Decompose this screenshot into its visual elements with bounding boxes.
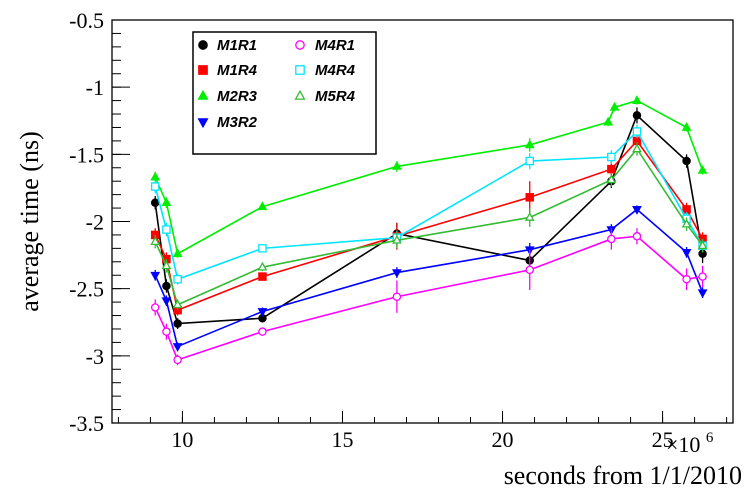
- data-point: [163, 328, 170, 335]
- data-point: [174, 356, 181, 363]
- data-point: [633, 233, 640, 240]
- x-axis-multiplier-exponent: 6: [706, 430, 714, 446]
- data-point: [608, 166, 615, 173]
- data-point: [199, 41, 207, 49]
- data-point: [163, 199, 171, 206]
- data-point: [152, 199, 159, 206]
- legend: M1R1 M1R4 M2R3 M3R2 M4R1 M4R4 M5R4: [193, 32, 376, 154]
- data-point: [296, 41, 304, 49]
- data-point: [174, 276, 181, 283]
- data-point: [608, 153, 615, 160]
- data-point: [296, 66, 304, 74]
- data-point: [526, 157, 533, 164]
- data-point: [163, 226, 170, 233]
- legend-label: M5R4: [315, 88, 356, 105]
- data-point: [604, 118, 612, 125]
- y-tick-label: -0.5: [69, 8, 104, 33]
- data-point: [633, 112, 640, 119]
- y-tick-label: -1.5: [69, 142, 104, 167]
- data-point: [526, 194, 533, 201]
- legend-label: M2R3: [217, 88, 258, 105]
- data-point: [199, 66, 207, 74]
- data-point: [152, 304, 159, 311]
- data-point: [633, 128, 640, 135]
- data-point: [152, 183, 159, 190]
- data-point: [633, 96, 641, 103]
- data-point: [683, 206, 690, 213]
- legend-label: M4R1: [315, 37, 355, 54]
- legend-label: M1R1: [217, 37, 257, 54]
- data-point: [151, 173, 159, 180]
- y-tick-label: -3.5: [69, 411, 104, 436]
- data-point: [393, 293, 400, 300]
- y-tick-label: -3: [86, 344, 104, 369]
- data-point: [699, 166, 707, 173]
- x-tick-label: 15: [331, 427, 353, 452]
- data-point: [174, 320, 181, 327]
- y-tick-label: -2: [86, 210, 104, 235]
- x-tick-label: 10: [171, 427, 193, 452]
- x-tick-label: 20: [492, 427, 514, 452]
- series-line: [155, 236, 702, 360]
- data-point: [151, 273, 159, 280]
- data-point: [699, 290, 707, 297]
- legend-label: M1R4: [217, 62, 258, 79]
- data-point: [259, 273, 266, 280]
- data-point: [259, 245, 266, 252]
- x-axis-multiplier-base: ×10: [666, 432, 700, 457]
- data-point: [259, 328, 266, 335]
- data-point: [163, 298, 171, 305]
- data-point: [683, 250, 691, 257]
- data-point: [163, 282, 170, 289]
- data-point: [683, 276, 690, 283]
- x-axis-label: seconds from 1/1/2010: [504, 461, 742, 490]
- data-point: [174, 344, 182, 351]
- data-point: [608, 235, 615, 242]
- y-tick-label: -1: [86, 75, 104, 100]
- series-line: [155, 141, 702, 310]
- data-point: [699, 273, 706, 280]
- series-M4R1: [152, 228, 707, 365]
- y-axis-label: average time (ns): [15, 131, 44, 311]
- legend-label: M3R2: [217, 114, 258, 131]
- data-point: [526, 266, 533, 273]
- x-axis-multiplier: ×10 6: [666, 430, 714, 457]
- y-tick-label: -2.5: [69, 277, 104, 302]
- legend-label: M4R4: [315, 62, 356, 79]
- data-point: [683, 157, 690, 164]
